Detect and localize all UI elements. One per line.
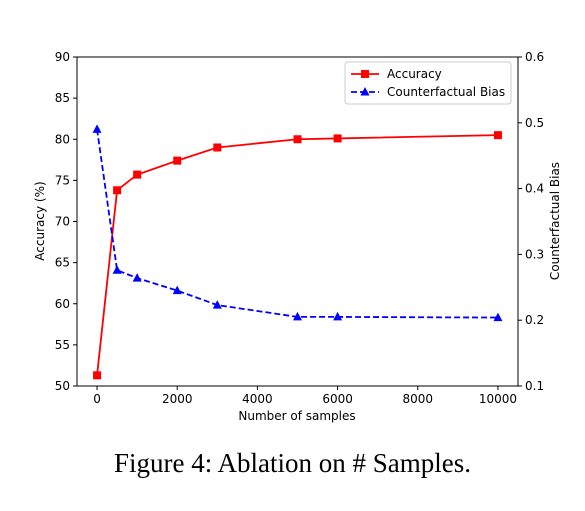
legend-marker-square <box>361 70 369 78</box>
x-axis-label: Number of samples <box>238 409 355 423</box>
plot-area: 0 2000 4000 6000 8000 10000 50 55 60 65 70 75 80 85 90… <box>55 50 544 406</box>
y-axis-label: Accuracy (%) <box>33 181 47 260</box>
y-tick-label: 85 <box>55 91 70 105</box>
data-point-bias <box>493 312 503 322</box>
data-point-bias <box>112 265 122 274</box>
y-tick-label: 80 <box>55 132 70 146</box>
y-tick-label: 70 <box>55 215 70 229</box>
data-point-accuracy <box>293 135 302 144</box>
x-tick-label: 0 <box>93 392 101 406</box>
legend-label-2: Counterfactual Bias <box>387 85 505 99</box>
data-point-bias <box>293 311 302 321</box>
y-tick-label: 55 <box>55 338 70 352</box>
y2-tick-label: 0.6 <box>525 50 544 64</box>
y2-tick-label: 0.4 <box>525 182 544 196</box>
y2-tick-label: 0.5 <box>525 116 544 130</box>
data-point-accuracy <box>213 143 222 152</box>
y2-tick-label: 0.2 <box>525 313 544 327</box>
data-point-accuracy <box>333 134 342 143</box>
series-line-2 <box>96 129 498 319</box>
data-point-bias <box>212 300 222 309</box>
x-tick-label: 10000 <box>479 392 517 406</box>
y2-tick-label: 0.1 <box>525 379 544 393</box>
plot-frame <box>76 56 519 387</box>
x-tick-label: 6000 <box>322 392 353 406</box>
figure-number: Figure 4: <box>114 448 213 478</box>
data-point-bias <box>132 273 142 282</box>
y2-tick-label: 0.3 <box>525 247 544 261</box>
y2-axis-label: Counterfactual Bias <box>548 162 562 280</box>
x-tick-label: 8000 <box>402 392 433 406</box>
data-point-accuracy <box>113 186 122 195</box>
y-tick-label: 60 <box>55 297 70 311</box>
data-point-accuracy <box>173 156 182 165</box>
series-line-1 <box>96 134 498 376</box>
data-point-bias <box>92 124 102 133</box>
data-point-accuracy <box>133 170 142 179</box>
figure-caption: Figure 4: Ablation on # Samples. <box>0 448 585 479</box>
legend-marker-triangle <box>360 87 370 96</box>
y-tick-label: 65 <box>55 256 70 270</box>
x-tick-label: 4000 <box>242 392 273 406</box>
y-tick-label: 75 <box>55 173 70 187</box>
x-tick-label: 2000 <box>162 392 193 406</box>
data-point-bias <box>333 311 343 321</box>
chart: 0 2000 4000 6000 8000 10000 50 55 60 65 70 75 80 85 90… <box>33 50 562 423</box>
legend-label-1: Accuracy <box>387 67 442 81</box>
data-point-accuracy <box>93 371 102 380</box>
data-point-bias <box>172 285 182 295</box>
legend-box <box>344 61 512 105</box>
figure-caption-text: Ablation on # Samples. <box>217 448 471 478</box>
data-point-accuracy <box>493 131 502 140</box>
y-tick-label: 50 <box>55 379 70 393</box>
y-tick-label: 90 <box>55 50 70 64</box>
